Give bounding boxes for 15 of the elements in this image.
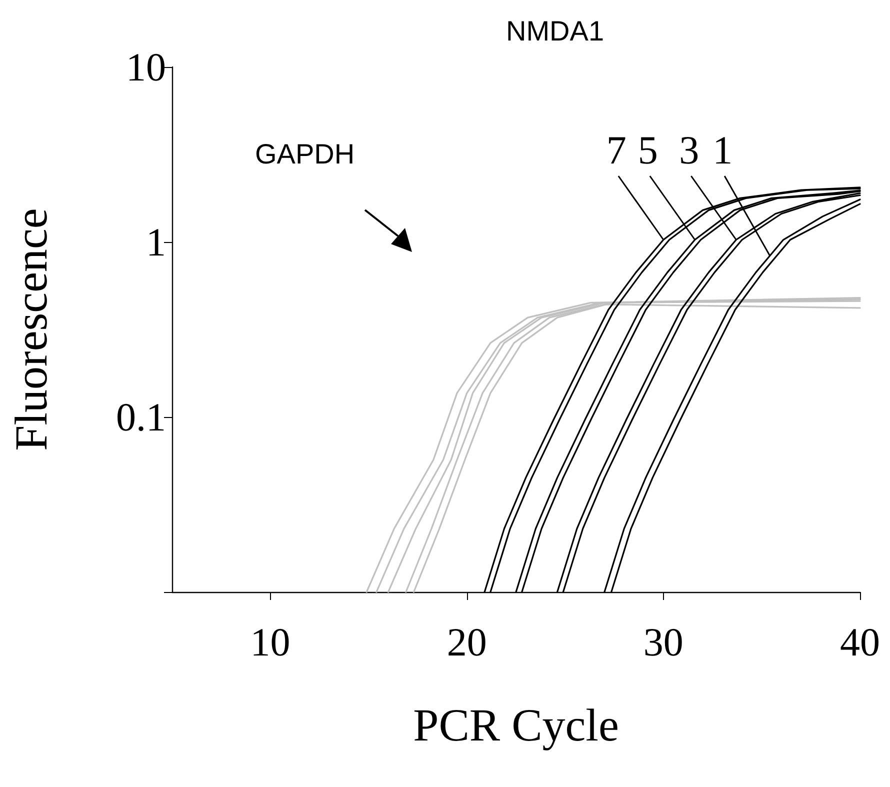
y-tick-label: 10 [126, 44, 166, 90]
y-tick-label: 1 [146, 220, 166, 264]
x-tick-label: 20 [446, 620, 487, 664]
x-tick-label: 10 [250, 620, 290, 664]
annotation: 1 [712, 128, 733, 172]
annotation: 7 [606, 128, 626, 172]
x-axis-title: PCR Cycle [413, 700, 619, 750]
annotation: 3 [679, 128, 700, 172]
annotation: 5 [638, 128, 658, 172]
y-tick-label: 0.1 [116, 394, 166, 440]
y-axis-title: Fluorescence [6, 208, 56, 451]
x-tick-label: 40 [840, 620, 880, 664]
x-tick-label: 30 [643, 620, 684, 664]
chart-title: NMDA1 [506, 16, 604, 46]
annotation: GAPDH [255, 138, 355, 170]
